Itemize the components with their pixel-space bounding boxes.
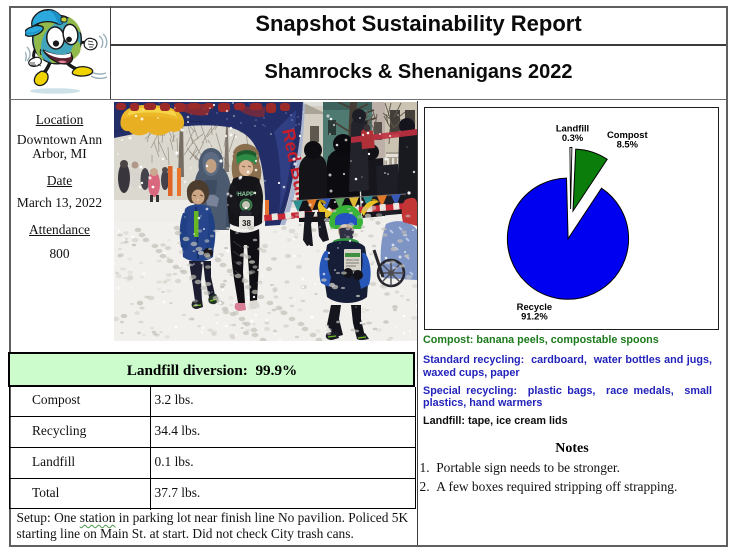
svg-text:Landfill: Landfill — [556, 122, 589, 133]
svg-text:38: 38 — [242, 219, 251, 228]
svg-text:0.3%: 0.3% — [562, 132, 584, 143]
svg-text:#HAPPY: #HAPPY — [234, 192, 258, 198]
svg-text:Compost: Compost — [607, 129, 648, 140]
svg-text:91.2%: 91.2% — [521, 310, 548, 321]
svg-text:8.5%: 8.5% — [616, 138, 638, 149]
svg-text:Recycle: Recycle — [516, 301, 551, 312]
